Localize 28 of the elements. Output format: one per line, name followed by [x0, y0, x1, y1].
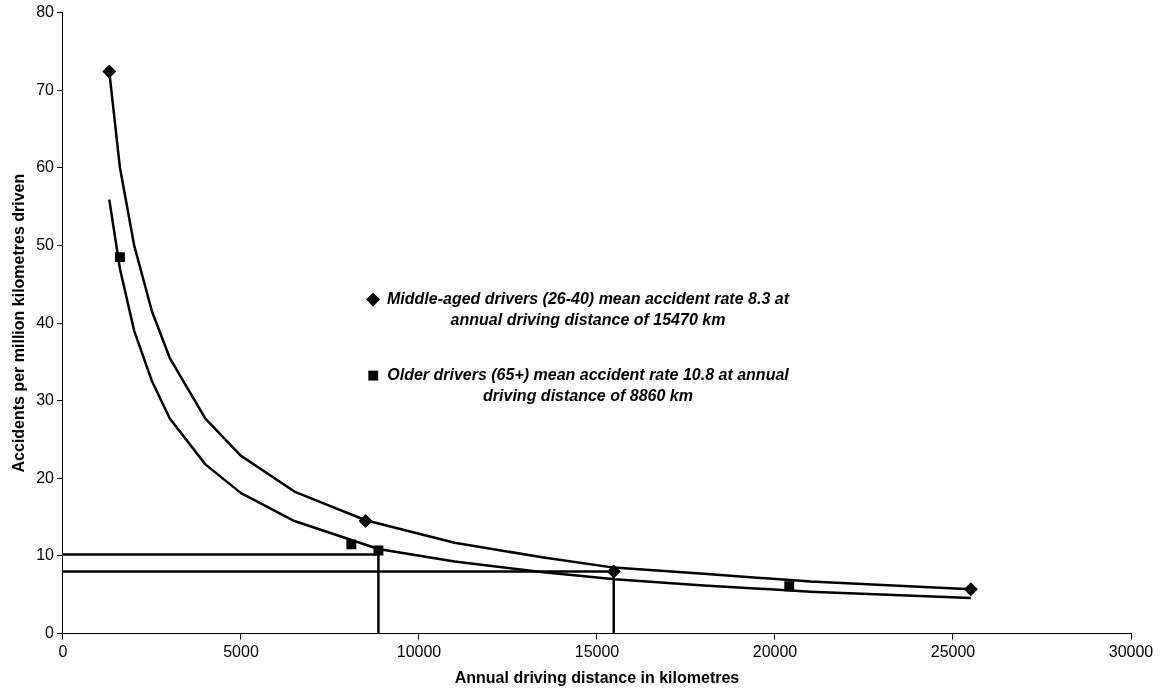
- y-tick-label: 80: [36, 3, 55, 21]
- y-axis-title: Accidents per million kilometres driven: [10, 173, 28, 473]
- point: [346, 539, 357, 550]
- x-axis-title: Annual driving distance in kilometres: [454, 668, 740, 686]
- y-tick-label: 50: [36, 235, 55, 253]
- point: [963, 582, 978, 597]
- x-tick-label: 30000: [1108, 642, 1154, 660]
- x-tick-label: 10000: [396, 642, 442, 660]
- y-tick-label: 30: [36, 391, 55, 409]
- x-tick-label: 20000: [752, 642, 798, 660]
- point: [102, 64, 117, 79]
- legend-label: Middle-aged drivers (26-40) mean accident rate 8.3 at annual driving distance of 15470 km: [387, 290, 790, 329]
- x-tick-label: 5000: [223, 642, 259, 660]
- x-tick-label: 25000: [930, 642, 976, 660]
- point: [358, 514, 373, 529]
- point: [784, 581, 795, 592]
- point: [373, 545, 384, 556]
- point: [115, 252, 125, 263]
- y-tick-label: 60: [36, 158, 55, 176]
- y-tick-label: 20: [36, 468, 55, 486]
- y-tick-label: 40: [36, 313, 55, 331]
- point: [606, 564, 621, 579]
- x-tick-label: 0: [58, 642, 68, 660]
- x-tick-label: 15000: [574, 642, 620, 660]
- legend-label: Older drivers (65+) mean accident rate 10.8 at annual driving distance of 8860 km: [387, 366, 790, 405]
- y-tick-label: 70: [36, 80, 55, 98]
- y-tick-label: 0: [45, 624, 55, 642]
- y-tick-label: 10: [36, 546, 55, 564]
